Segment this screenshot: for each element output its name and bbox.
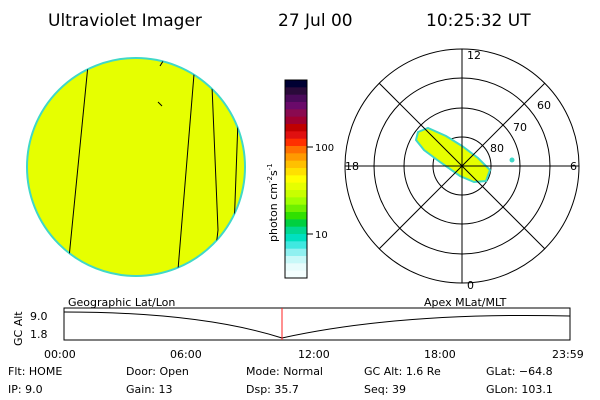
colorbar-cell [285, 212, 307, 220]
colorbar-unit-label: photon cm-2s-1 [266, 163, 280, 242]
info-door: Door: Open [126, 365, 189, 378]
info-value: Open [159, 365, 188, 378]
info-gc-alt: GC Alt: 1.6 Re [364, 365, 441, 378]
info-value: 35.7 [274, 383, 299, 396]
info-gain: Gain: 13 [126, 383, 173, 396]
colorbar-cell [285, 204, 307, 213]
colorbar-cell [285, 109, 307, 118]
colorbar-cell [285, 190, 307, 198]
geographic-disk-image [26, 57, 246, 277]
timeline-y-low: 1.8 [30, 328, 48, 341]
time-tick-0000: 00:00 [44, 348, 76, 361]
meridian-line [67, 64, 89, 269]
info-value: Normal [283, 365, 323, 378]
colorbar-tick-label-100: 100 [315, 143, 334, 154]
colorbar-cell [285, 248, 307, 257]
mlat-label-60: 60 [537, 99, 551, 112]
aurora-spot [509, 157, 515, 163]
info-panel: Flt: HOME Door: Open Mode: Normal GC Alt… [8, 365, 553, 396]
colorbar-cell [285, 234, 307, 242]
time-tick-0600: 06:00 [170, 348, 202, 361]
colorbar-cell [285, 116, 307, 125]
info-value: 9.0 [25, 383, 43, 396]
unit-exp-cm: -2 [266, 176, 274, 183]
mlat-label-80: 80 [490, 142, 504, 155]
colorbar-cell [285, 241, 307, 250]
info-value: 1.6 Re [406, 365, 441, 378]
colorbar-cell [285, 160, 307, 169]
colorbar-cell [285, 146, 307, 154]
info-mode: Mode: Normal [246, 365, 323, 378]
aurora-oval [414, 126, 492, 184]
colorbar-cell [285, 124, 307, 132]
colorbar-cell [285, 219, 307, 228]
time-tick-2359: 23:59 [552, 348, 584, 361]
info-label: Dsp: [246, 383, 271, 396]
colorbar-cell [285, 138, 307, 147]
info-value: 13 [159, 383, 173, 396]
colorbar-cell [285, 153, 307, 162]
colorbar-cell [285, 168, 307, 176]
info-value: HOME [29, 365, 62, 378]
timeline-left-label: Geographic Lat/Lon [68, 296, 175, 309]
coast-mark [157, 101, 163, 107]
colorbar-cell [285, 256, 307, 264]
timeline-ylabel: GC Alt [12, 311, 25, 346]
colorbar-cell [285, 197, 307, 206]
colorbar-cell [285, 182, 307, 191]
polar-plot: 12 18 6 0 60 70 80 [344, 48, 580, 292]
colorbar-frame [284, 79, 308, 279]
unit-photon-cm: photon cm [267, 183, 280, 242]
info-flight: Flt: HOME [8, 365, 62, 378]
altitude-timeline: Geographic Lat/Lon Apex MLat/MLT GC Alt … [12, 296, 584, 361]
colorbar-cell [285, 263, 307, 272]
unit-exp-s: -1 [266, 163, 274, 170]
time-tick-1800: 18:00 [424, 348, 456, 361]
colorbar-cell [285, 226, 307, 235]
mlt-label-12: 12 [467, 49, 481, 62]
timeline-y-high: 9.0 [30, 310, 48, 323]
instrument-title: Ultraviolet Imager [48, 11, 202, 31]
info-dsp: Dsp: 35.7 [246, 383, 299, 396]
info-label: IP: [8, 383, 22, 396]
info-label: GLat: [486, 365, 515, 378]
time-tick-1200: 12:00 [298, 348, 330, 361]
mlt-label-6: 6 [570, 160, 577, 173]
info-ip: IP: 9.0 [8, 383, 43, 396]
mlt-label-0: 0 [467, 279, 474, 292]
colorbar-cell [285, 175, 307, 184]
timeline-right-label: Apex MLat/MLT [424, 296, 507, 309]
colorbar-cell [285, 80, 307, 88]
unit-s: s [267, 170, 280, 176]
colorbar-cell [285, 102, 307, 110]
info-label: Gain: [126, 383, 155, 396]
info-label: Mode: [246, 365, 280, 378]
image-date: 27 Jul 00 [278, 11, 353, 31]
colorbar-cell [285, 270, 307, 279]
info-seq: Seq: 39 [364, 383, 406, 396]
info-label: GC Alt: [364, 365, 402, 378]
colorbar-cell [285, 131, 307, 140]
info-glon: GLon: 103.1 [486, 383, 553, 396]
info-glat: GLat: −64.8 [486, 365, 553, 378]
info-value: 39 [392, 383, 406, 396]
info-label: Door: [126, 365, 156, 378]
mlt-label-18: 18 [345, 160, 359, 173]
timeline-frame [63, 307, 571, 341]
meridian-line [176, 61, 196, 276]
intensity-colorbar: 100 10 photon cm-2s-1 [266, 79, 334, 279]
colorbar-tick-label-10: 10 [315, 230, 328, 241]
colorbar-cell [285, 94, 307, 103]
info-value: 103.1 [521, 383, 553, 396]
mlt-line-diag [378, 82, 546, 250]
info-label: GLon: [486, 383, 518, 396]
info-label: Flt: [8, 365, 25, 378]
colorbar-cell [285, 87, 307, 96]
mlat-label-70: 70 [513, 121, 527, 134]
altitude-curve [63, 311, 571, 339]
image-time: 10:25:32 UT [426, 11, 531, 31]
info-label: Seq: [364, 383, 388, 396]
info-value: −64.8 [519, 365, 553, 378]
